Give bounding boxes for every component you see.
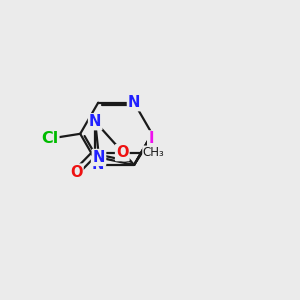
Text: Cl: Cl (41, 131, 58, 146)
Text: O: O (116, 145, 128, 160)
Text: N: N (89, 114, 101, 129)
Text: O: O (70, 165, 82, 180)
Text: N: N (92, 158, 104, 172)
Text: CH₃: CH₃ (143, 146, 165, 159)
Text: N: N (128, 95, 140, 110)
Text: N: N (93, 150, 105, 165)
Text: I: I (148, 131, 154, 146)
